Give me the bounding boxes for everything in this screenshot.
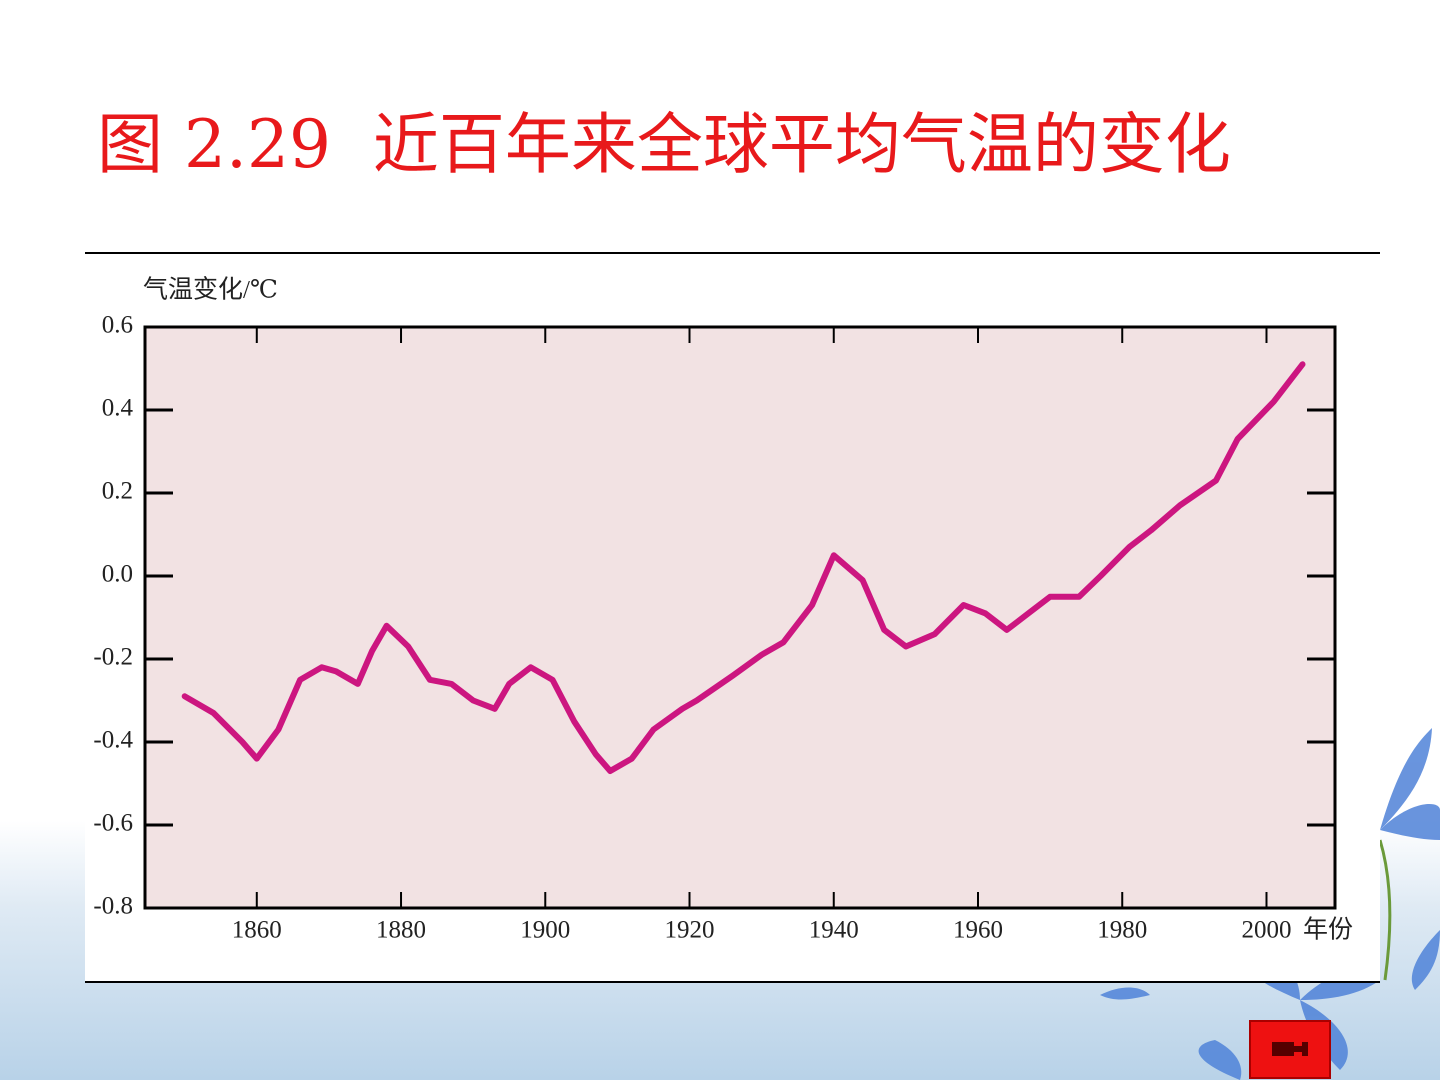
y-tick-label: -0.2 [93, 644, 133, 671]
x-tick-label: 1880 [376, 917, 426, 944]
petal [1380, 804, 1440, 840]
petal [1100, 987, 1150, 1000]
petal [1411, 930, 1440, 990]
y-tick-label: 0.6 [102, 312, 133, 339]
y-tick-label: 0.2 [102, 478, 133, 505]
y-tick-label: 0.4 [102, 395, 134, 422]
y-tick-label: 0.0 [102, 561, 133, 588]
petal [1198, 1040, 1242, 1080]
x-tick-label: 1940 [809, 917, 859, 944]
temperature-line [181, 361, 1306, 774]
x-tick-label: 1920 [665, 917, 715, 944]
button-icon [1272, 1042, 1308, 1056]
x-tick-label: 1860 [232, 917, 282, 944]
nav-button[interactable] [1249, 1020, 1331, 1079]
x-tick-label: 2000 [1241, 917, 1291, 944]
y-axis-label: 气温变化/℃ [143, 276, 278, 304]
slide-title: 图 2.29 近百年来全球平均气温的变化 [97, 106, 1231, 183]
y-tick-label: -0.8 [93, 893, 133, 920]
y-tick-label: -0.4 [93, 727, 133, 754]
x-tick-label: 1960 [953, 917, 1003, 944]
petal [1380, 728, 1432, 830]
plot-frame [143, 325, 1337, 910]
plot-area [145, 327, 1335, 908]
x-axis-label: 年份 [1303, 916, 1353, 944]
y-tick-label: -0.6 [93, 810, 133, 837]
x-tick-label: 1980 [1097, 917, 1147, 944]
x-tick-label: 1900 [520, 917, 570, 944]
stem [1378, 839, 1392, 981]
